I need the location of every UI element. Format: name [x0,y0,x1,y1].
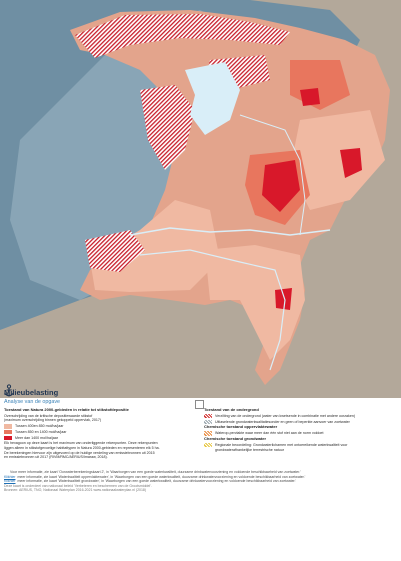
legend-item-salinization-label: Verzilting van de ondergrond (water van … [215,413,356,418]
footer-link-3[interactable]: Klikhier [4,479,16,484]
legend-left-body-2: liggen alleen in stikstofgevoelige habit… [4,445,160,450]
footer-link-2[interactable]: Klikhier [4,474,16,479]
legend-item-groundwater-label: Regionale beoordeling: Grondwaterlichame… [215,442,348,447]
region-low-south [205,245,305,360]
region-high-north [300,88,320,106]
legend-right-heading-3: Chemische toestand grondwater [204,435,267,441]
region-high-east [340,148,362,178]
footer-text-1: Voor meer informatie, zie kaart 'Oorwate… [10,470,301,474]
map-panel [0,0,401,398]
footer-row: Klikhier meer informatie, zie kaart 'Wat… [4,475,398,480]
footer: Voor meer informatie, zie kaart 'Oorwate… [4,470,398,493]
legend-left-body-4: en emissiebronnen uit 2017 (RIVM/RMC/AER… [4,455,108,460]
legend-left: Toestand van Natura 2000-gebieden in rel… [4,407,204,460]
legend-swatch-hatch-grey [204,419,212,425]
legend-left-line-2: (maximum overschrijding binnen gekoppeld… [4,418,102,423]
legend-right-heading-1: Toestand van de ondergrond [204,407,259,412]
footer-row: Klikhier meer informatie, zie kaart 'Wat… [4,479,398,484]
legend-item-mid-label: Tussen 850 en 1400 mol/ha/jaar [15,429,67,434]
legend-item-high: Meer dan 1400 mol/ha/jaar [4,436,204,441]
legend-swatch-hatch-orange [204,431,212,436]
legend-item-surface-water-label: Waterop-pervlakte waar meer dan één stof… [215,431,324,436]
page-title: Milieubelasting [4,388,59,397]
legend-item-salinization: Verzilting van de ondergrond (water van … [204,414,398,419]
river-rhine [129,227,331,236]
legend-item-low: Tussen 400en 850 mol/ha/jaar [4,424,204,429]
legend-item-surface-water: Waterop-pervlakte waar meer dan één stof… [204,431,398,436]
hatch-zeeland [85,230,145,272]
footer-note-2: Bronnen: AERIUS, TNO, Nationaal Waterpla… [4,488,147,493]
legend-right: Toestand van de ondergrond Verzilting va… [204,407,398,453]
legend-item-groundwater: Regionale beoordeling: Grondwaterlichame… [204,443,398,448]
footer-note-1: Deze kaart is onderdeel van nationaal be… [4,483,152,488]
footer-text-3: meer informatie, zie kaart 'Waterkwalite… [17,479,297,484]
legend-swatch-hatch-red [204,413,212,419]
legend-swatch-low [4,424,12,429]
legend-left-heading: Toestand van Natura 2000-gebieden in rel… [4,407,129,412]
footer-row: Voor meer informatie, zie kaart 'Oorwate… [4,470,398,475]
hatch-wadden [75,14,290,58]
legend-item-low-label: Tussen 400en 850 mol/ha/jaar [15,423,64,428]
river-ijssel [239,114,306,236]
ijsselmeer [185,62,240,135]
legend-right-heading-2: Chemische toestand oppervlaktewater [204,424,278,430]
legend-item-mid: Tussen 850 en 1400 mol/ha/jaar [4,430,204,435]
anchor-icon [3,384,15,398]
legend-item-high-label: Meer dan 1400 mol/ha/jaar [15,435,58,440]
region-high-veluwe [262,160,300,212]
page-handle[interactable] [195,400,204,409]
footer-text-2: meer informatie, zie kaart 'Waterkwalite… [17,474,306,479]
legend-swatch-high [4,435,12,441]
river-maas [139,249,286,371]
legend-left-body-3: De berekeningen hiervoor zijn uitgevoerd… [4,450,155,455]
legend-left-line-1: Overschrijding van de kritische depositi… [4,413,93,418]
netherlands-map [0,0,401,398]
legend-swatch-mid [4,429,12,435]
legend-item-groundwater-shortage-label: Uitlaselende grondwaterkwalitatiesonder … [215,419,350,424]
region-high-south [275,288,292,310]
legend-item-groundwater-shortage: Uitlaselende grondwaterkwalitatiesonder … [204,420,398,425]
region-low-east [290,110,385,210]
legend-left-body-1: Elk hexagoon op deze kaart is het maximu… [4,441,158,446]
page-subtitle: Analyse van de opgave [4,399,61,405]
legend-swatch-hatch-yellow [204,442,212,448]
hatch-holland [140,85,195,170]
legend-item-groundwater-label-2: grondwaterafhankelijke terrestrische nat… [215,448,284,453]
